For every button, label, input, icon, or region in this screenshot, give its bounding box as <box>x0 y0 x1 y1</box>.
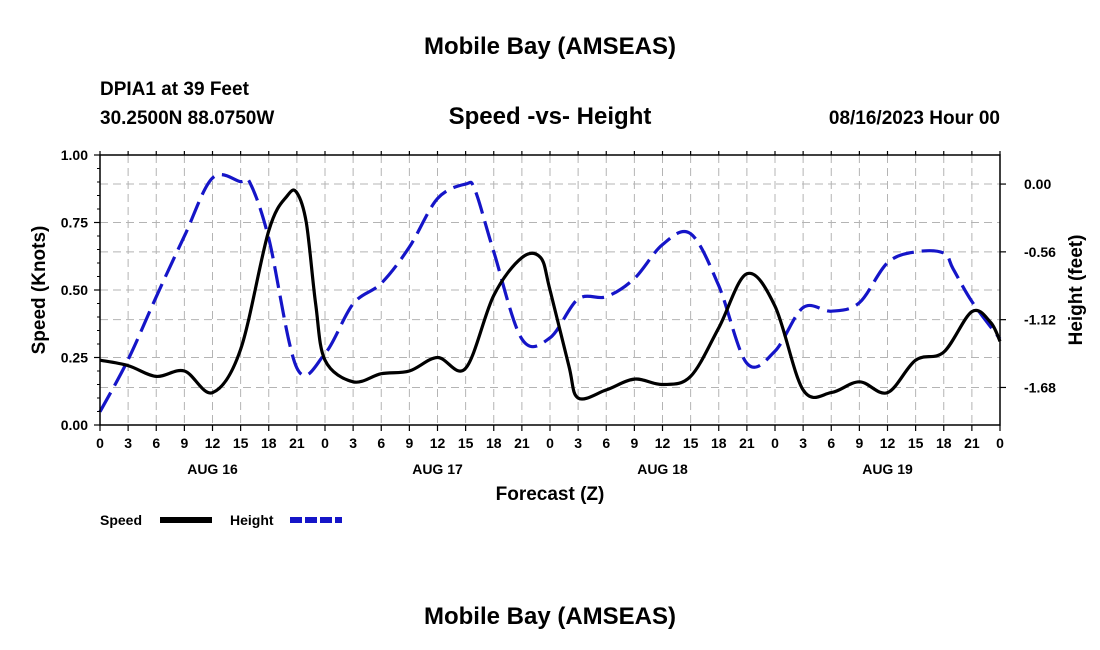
title-bottom: Mobile Bay (AMSEAS) <box>424 603 676 630</box>
legend: Speed Height <box>100 512 342 528</box>
axis-ticks: 0 3 6 9 12 15 18 21 0 3 6 9 12 15 18 21 0 3 6 9 12 15 18 21 0 3 6 9… <box>61 147 1056 477</box>
x-tick-label: 9 <box>855 435 863 451</box>
station-line-2: 30.2500N 88.0750W <box>100 108 274 129</box>
x-day-label: AUG 19 <box>862 461 913 477</box>
x-tick-label: 21 <box>964 435 980 451</box>
legend-label-height: Height <box>230 512 274 528</box>
date-label: 08/16/2023 Hour 00 <box>829 108 1000 129</box>
x-tick-label: 18 <box>486 435 502 451</box>
x-tick-label: 3 <box>799 435 807 451</box>
x-tick-label: 6 <box>827 435 835 451</box>
x-tick-label: 15 <box>683 435 699 451</box>
title-top: Mobile Bay (AMSEAS) <box>424 33 676 60</box>
y2-tick-label: 0.00 <box>1024 176 1051 192</box>
x-tick-label: 15 <box>233 435 249 451</box>
y2-tick-label: -0.56 <box>1024 244 1056 260</box>
y-axis-label: Speed (Knots) <box>29 226 50 355</box>
x-tick-label: 0 <box>996 435 1004 451</box>
y-tick-label: 0.25 <box>61 350 88 366</box>
series-line-speed <box>99 188 1002 401</box>
x-tick-label: 12 <box>205 435 221 451</box>
x-tick-label: 0 <box>546 435 554 451</box>
x-tick-label: 0 <box>96 435 104 451</box>
x-tick-label: 0 <box>771 435 779 451</box>
x-tick-label: 3 <box>574 435 582 451</box>
y-tick-label: 0.75 <box>61 215 88 231</box>
x-tick-label: 3 <box>349 435 357 451</box>
x-tick-label: 21 <box>739 435 755 451</box>
x-tick-label: 9 <box>405 435 413 451</box>
x-tick-label: 15 <box>458 435 474 451</box>
station-line-1: DPIA1 at 39 Feet <box>100 79 250 100</box>
y2-tick-label: -1.12 <box>1024 312 1056 328</box>
y2-axis-label: Height (feet) <box>1066 235 1087 346</box>
x-tick-label: 6 <box>602 435 610 451</box>
series-layer <box>98 173 1002 413</box>
x-tick-label: 12 <box>655 435 671 451</box>
x-tick-label: 21 <box>289 435 305 451</box>
y2-tick-label: -1.68 <box>1024 379 1056 395</box>
x-tick-label: 15 <box>908 435 924 451</box>
x-tick-label: 21 <box>514 435 530 451</box>
x-tick-label: 0 <box>321 435 329 451</box>
x-tick-label: 12 <box>880 435 896 451</box>
y-tick-label: 0.00 <box>61 417 88 433</box>
y-tick-label: 1.00 <box>61 147 88 163</box>
x-day-label: AUG 16 <box>187 461 238 477</box>
x-day-label: AUG 17 <box>412 461 463 477</box>
x-tick-label: 6 <box>152 435 160 451</box>
x-tick-label: 18 <box>936 435 952 451</box>
x-tick-label: 18 <box>261 435 277 451</box>
x-tick-label: 3 <box>124 435 132 451</box>
x-tick-label: 9 <box>630 435 638 451</box>
x-tick-label: 6 <box>377 435 385 451</box>
legend-label-speed: Speed <box>100 512 142 528</box>
x-tick-label: 18 <box>711 435 727 451</box>
x-day-label: AUG 18 <box>637 461 688 477</box>
x-tick-label: 9 <box>180 435 188 451</box>
y-tick-label: 0.50 <box>61 282 88 298</box>
x-tick-label: 12 <box>430 435 446 451</box>
chart-title: Speed -vs- Height <box>449 103 652 130</box>
series-line-height <box>98 173 1002 413</box>
x-axis-label: Forecast (Z) <box>496 484 605 505</box>
